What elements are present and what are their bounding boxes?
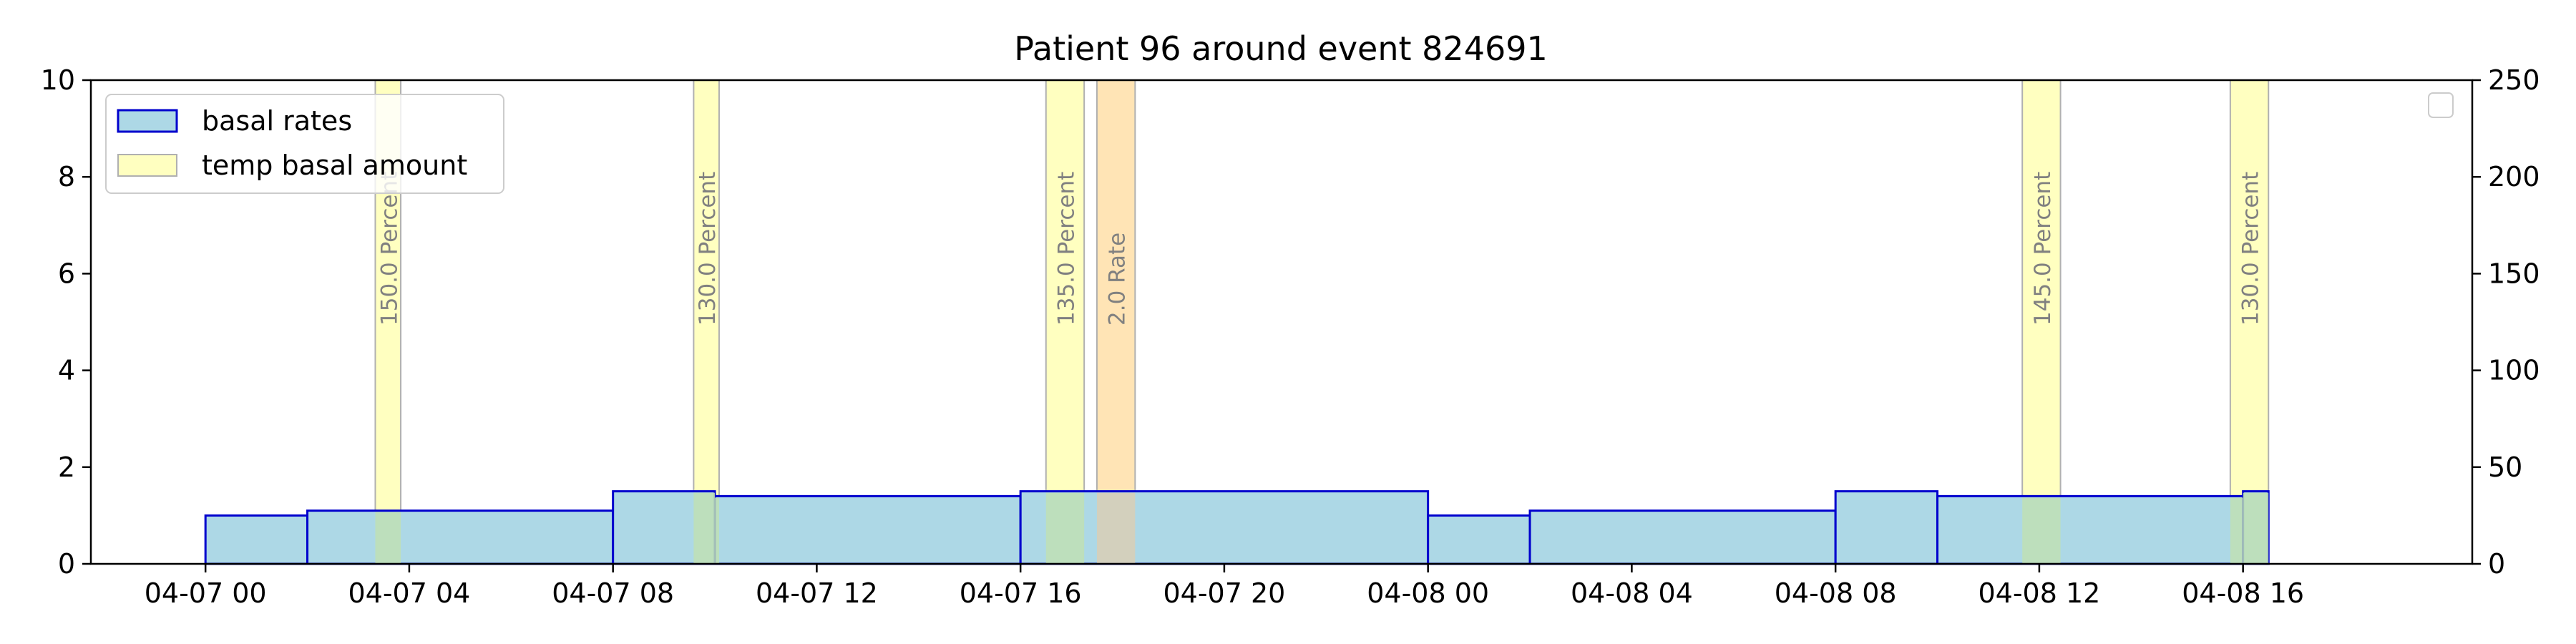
temp-basal-overlap [375, 512, 401, 564]
temp-basal-overlap [2230, 497, 2243, 564]
x-tick-label: 04-08 08 [1775, 577, 1897, 609]
temp-basal-overlap [1045, 492, 1085, 564]
overlap-regions [375, 492, 2269, 564]
temp-basal-overlap [1096, 492, 1136, 564]
x-tick-label: 04-07 08 [552, 577, 674, 609]
y-tick-label: 8 [58, 161, 75, 192]
x-tick-label: 04-07 04 [348, 577, 470, 609]
temp-basal-overlap [2022, 497, 2061, 564]
x-tick-label: 04-08 12 [1978, 577, 2100, 609]
basal-rate-bar [1427, 514, 1531, 565]
y-tick-label: 10 [41, 64, 75, 96]
basal-rate-bar [306, 509, 615, 565]
x-tick-label: 04-07 00 [145, 577, 267, 609]
basal-rate-bar [1528, 509, 1837, 565]
y2-tick-label: 50 [2488, 452, 2522, 483]
temp-basal-overlap [693, 492, 716, 564]
y-tick-label: 2 [58, 452, 75, 483]
x-tick-label: 04-08 00 [1367, 577, 1489, 609]
plot-frame [89, 79, 2474, 565]
temp-basal-overlap [2243, 492, 2269, 564]
empty-legend-box [2428, 92, 2454, 118]
y-tick-label: 6 [58, 258, 75, 289]
basal-rate-bar [1834, 490, 1939, 565]
temp-basal-labels: 150.0 Percent 130.0 Percent 135.0 Percent 2… [376, 172, 2263, 326]
y2-tick-label: 0 [2488, 548, 2505, 580]
y2-tick-label: 100 [2488, 355, 2540, 386]
temp-basal-band [1045, 79, 1085, 565]
basal-rate-bars [204, 490, 2270, 565]
y-tick-label: 4 [58, 355, 75, 386]
y2-tick-label: 250 [2488, 64, 2540, 96]
basal-rate-bar [1936, 494, 2245, 565]
y-tick-label: 0 [58, 548, 75, 580]
basal-rate-bar [713, 494, 1022, 565]
x-tick-label: 04-07 16 [960, 577, 1082, 609]
x-tick-label: 04-07 20 [1163, 577, 1285, 609]
legend-label-temp-basal: temp basal amount [202, 150, 467, 181]
x-tick-label: 04-07 12 [756, 577, 878, 609]
temp-basal-label: 145.0 Percent [2030, 172, 2056, 326]
y2-tick-label: 200 [2488, 161, 2540, 192]
temp-basal-overlap [715, 497, 719, 564]
y2-tick-label: 150 [2488, 258, 2540, 289]
legend-frame [105, 94, 504, 194]
legend-swatch-basal-rates [117, 109, 178, 133]
temp-basal-label: 135.0 Percent [1053, 172, 1079, 326]
legend-swatch-temp-basal [117, 154, 177, 177]
legend: basal rates temp basal amount [105, 94, 504, 194]
temp-basal-label: 150.0 Percent [376, 172, 402, 326]
legend-label-basal-rates: basal rates [202, 105, 352, 137]
x-tick-label: 04-08 16 [2182, 577, 2304, 609]
temp-basal-label: 130.0 Percent [695, 172, 721, 326]
x-tick-label: 04-08 04 [1571, 577, 1693, 609]
basal-rate-bar [204, 514, 309, 565]
temp-basal-label: 2.0 Rate [1105, 233, 1131, 326]
chart-title: Patient 96 around event 824691 [1014, 29, 1548, 68]
temp-basal-label: 130.0 Percent [2238, 172, 2264, 326]
